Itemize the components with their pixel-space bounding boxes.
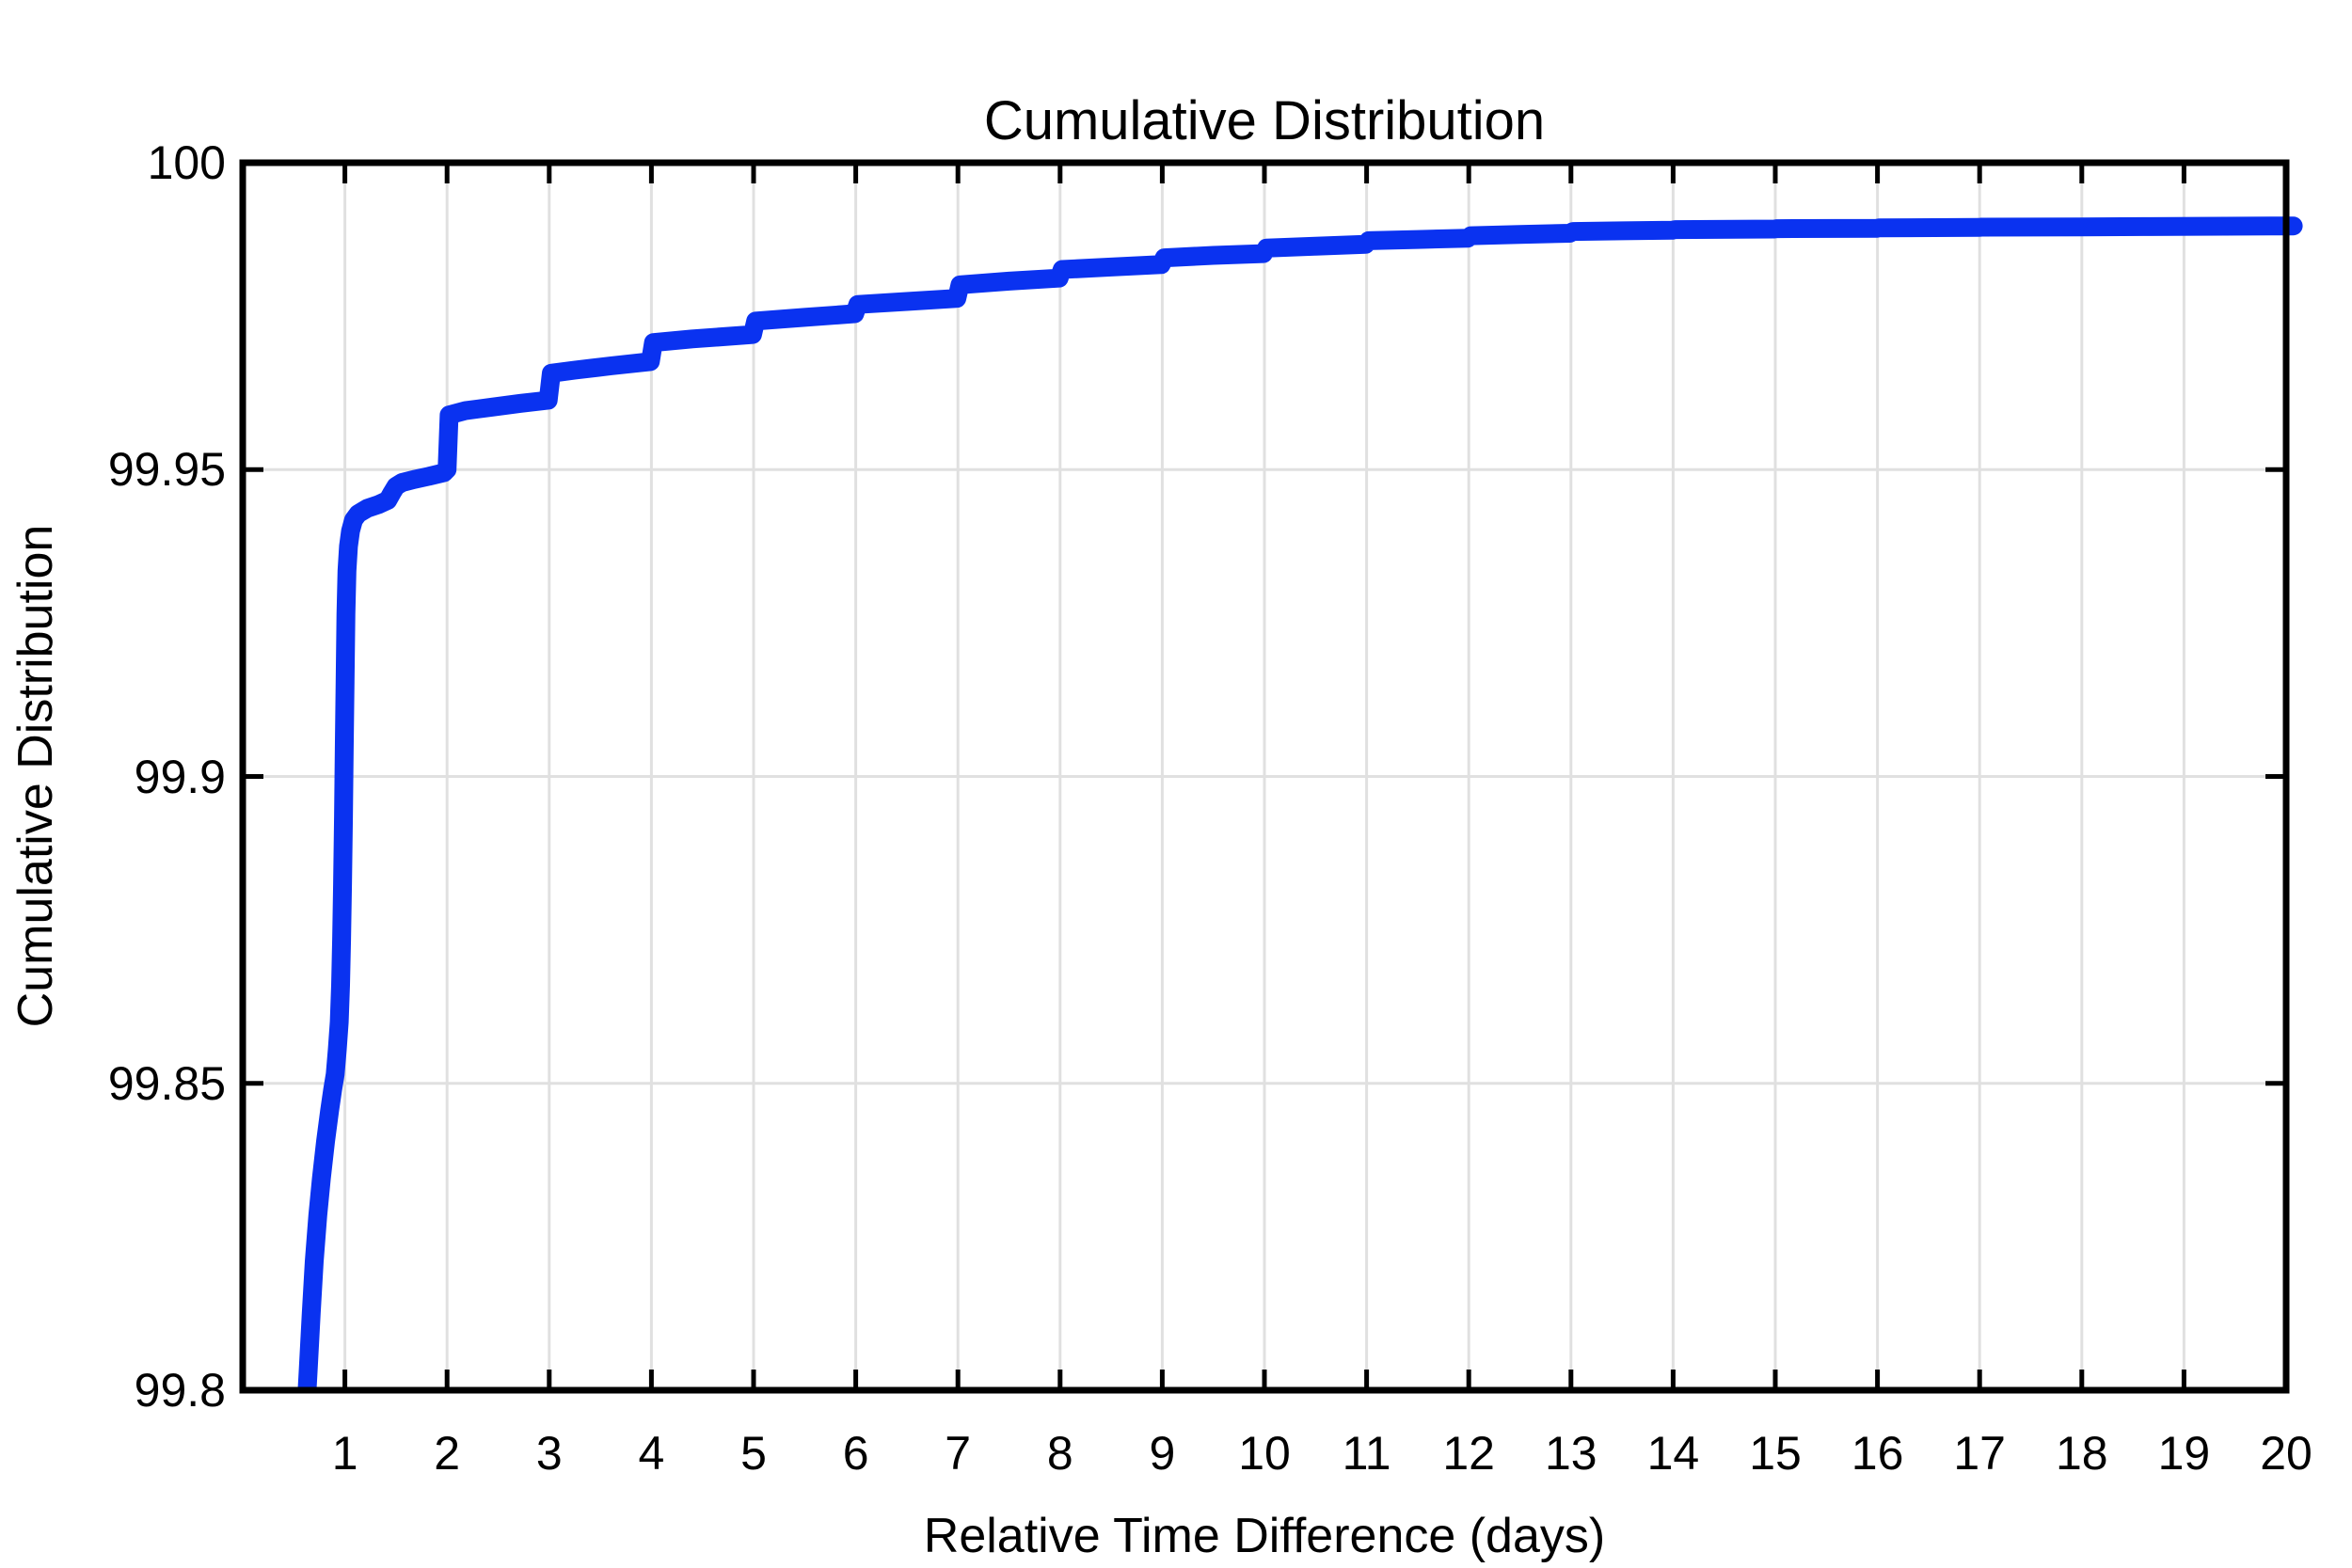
y-tick-label: 99.85 xyxy=(107,1056,226,1110)
y-tick-label: 100 xyxy=(147,136,226,189)
y-tick-label: 99.9 xyxy=(134,750,226,803)
x-tick-label: 1 xyxy=(331,1427,358,1480)
x-tick-label: 6 xyxy=(842,1427,869,1480)
x-tick-label: 11 xyxy=(1342,1427,1391,1480)
x-tick-label: 3 xyxy=(535,1427,563,1480)
x-tick-label: 12 xyxy=(1442,1427,1495,1480)
y-tick-label: 99.95 xyxy=(107,443,226,497)
x-tick-label: 18 xyxy=(2055,1427,2108,1480)
x-tick-label: 15 xyxy=(1749,1427,1802,1480)
chart-title: Cumulative Distribution xyxy=(983,90,1546,151)
x-tick-label: 17 xyxy=(1953,1427,2006,1480)
x-tick-label: 7 xyxy=(945,1427,972,1480)
x-axis-label: Relative Time Difference (days) xyxy=(923,1509,1606,1563)
x-tick-label: 13 xyxy=(1544,1427,1597,1480)
x-tick-label: 20 xyxy=(2260,1427,2312,1480)
plot-border xyxy=(239,159,2290,1394)
x-tick-label: 10 xyxy=(1238,1427,1291,1480)
x-tick-label: 16 xyxy=(1851,1427,1904,1480)
x-tick-label: 19 xyxy=(2157,1427,2211,1480)
x-tick-label: 2 xyxy=(434,1427,461,1480)
x-tick-label: 14 xyxy=(1646,1427,1700,1480)
x-tick-label: 9 xyxy=(1149,1427,1176,1480)
x-tick-label: 5 xyxy=(740,1427,767,1480)
y-tick-label: 99.8 xyxy=(134,1364,226,1417)
x-tick-label: 8 xyxy=(1046,1427,1073,1480)
cdf-curve xyxy=(297,216,2303,1392)
x-tick-label: 4 xyxy=(638,1427,665,1480)
